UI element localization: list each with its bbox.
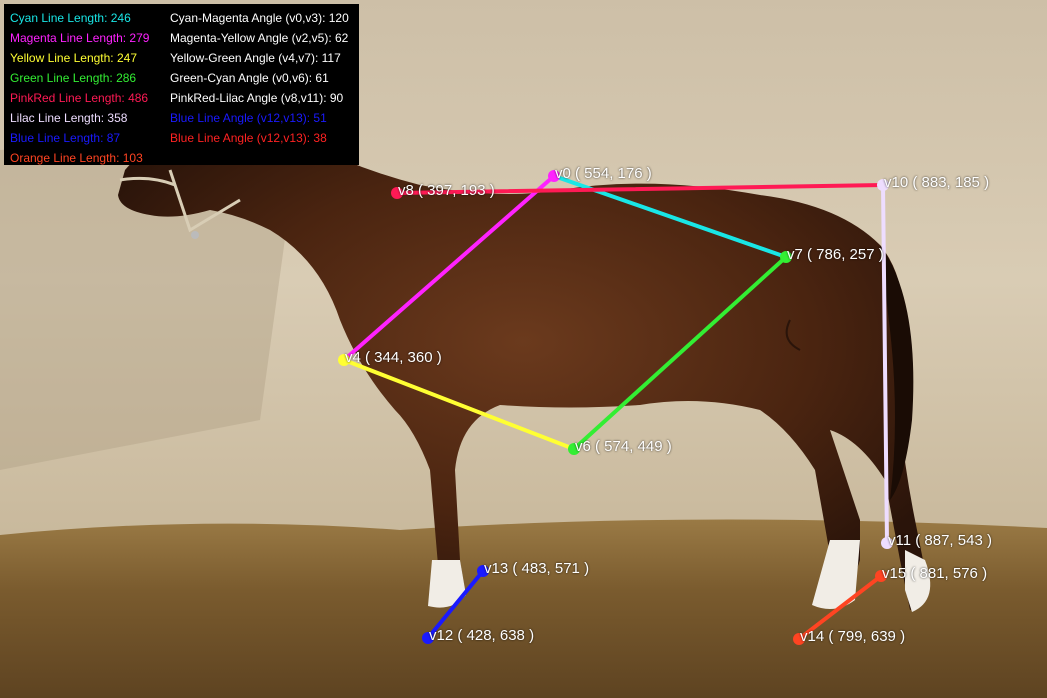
legend-item-yellow-length: Yellow Line Length: 247 (10, 51, 137, 65)
keypoint-label: v14 ( 799, 639 ) (800, 628, 906, 645)
keypoint-label: v6 ( 574, 449 ) (575, 438, 672, 455)
keypoint-marker (338, 354, 350, 366)
legend-item-red-angle: Blue Line Angle (v12,v13): 38 (170, 131, 327, 145)
keypoint-marker (780, 251, 792, 263)
legend-item-green-cyan-angle: Green-Cyan Angle (v0,v6): 61 (170, 71, 329, 85)
legend-item-cyan-magenta-angle: Cyan-Magenta Angle (v0,v3): 120 (170, 11, 349, 25)
legend-item-pinkred-length: PinkRed Line Length: 486 (10, 91, 149, 105)
legend-item-blue-angle: Blue Line Angle (v12,v13): 51 (170, 111, 327, 125)
legend-item-cyan-length: Cyan Line Length: 246 (10, 11, 131, 25)
green-line (572, 255, 788, 451)
yellow-line (342, 358, 576, 451)
keypoint-label: v0 ( 554, 176 ) (555, 165, 652, 182)
keypoint-marker (548, 170, 560, 182)
legend-item-blue-length: Blue Line Length: 87 (10, 131, 121, 145)
keypoint-marker (793, 633, 805, 645)
legend-item-orange-length: Orange Line Length: 103 (10, 151, 143, 165)
legend-item-yellow-green-angle: Yellow-Green Angle (v4,v7): 117 (170, 51, 341, 65)
legend-item-magenta-yellow-angle: Magenta-Yellow Angle (v2,v5): 62 (170, 31, 349, 45)
blue-line (426, 569, 485, 640)
keypoint-label: v11 ( 887, 543 ) (888, 532, 992, 549)
keypoint-marker (391, 187, 403, 199)
keypoint-marker (877, 179, 889, 191)
keypoint-label: v13 ( 483, 571 ) (484, 560, 590, 577)
horse (118, 122, 931, 612)
keypoint-marker (422, 632, 434, 644)
legend-item-lilac-length: Lilac Line Length: 358 (10, 111, 128, 125)
legend-item-magenta-length: Magenta Line Length: 279 (10, 31, 150, 45)
wall-shadow (0, 130, 300, 470)
keypoint-label: v8 ( 397, 193 ) (398, 182, 495, 199)
keypoint-marker (568, 443, 580, 455)
keypoint-label: v15 ( 881, 576 ) (882, 565, 988, 582)
legend-item-green-length: Green Line Length: 286 (10, 71, 137, 85)
legend-item-pinkred-lilac-angle: PinkRed-Lilac Angle (v8,v11): 90 (170, 91, 344, 105)
keypoint-marker (875, 570, 887, 582)
keypoint-marker (881, 537, 893, 549)
orange-line (797, 574, 883, 641)
measurement-legend: Cyan Line Length: 246 Magenta Line Lengt… (4, 4, 359, 165)
keypoint-label: v4 ( 344, 360 ) (345, 349, 442, 366)
lilac-line (881, 183, 889, 545)
keypoint-label: v7 ( 786, 257 ) (787, 246, 884, 263)
magenta-line (342, 174, 556, 362)
pinkred-line (395, 183, 885, 195)
keypoint-marker (477, 565, 489, 577)
straw-floor (0, 519, 1047, 698)
keypoint-label: v10 ( 883, 185 ) (884, 174, 990, 191)
keypoint-label: v12 ( 428, 638 ) (429, 627, 535, 644)
